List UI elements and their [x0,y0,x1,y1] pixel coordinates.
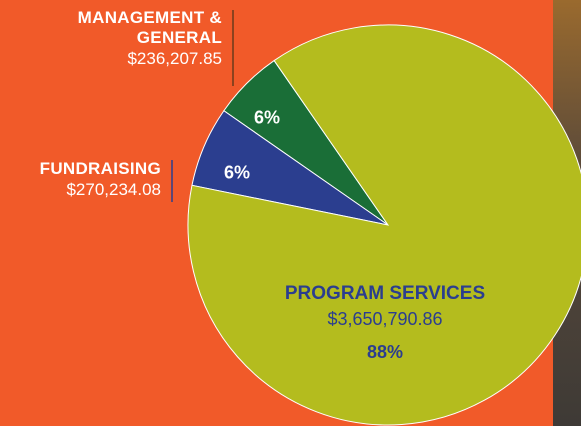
percent-label: 88% [366,342,404,362]
category-label: PROGRAM SERVICES [284,283,486,304]
label-group: FUNDRAISING $270,234.08 [0,159,161,201]
percent-label: 6% [253,107,281,128]
pie-slice [187,24,581,426]
category-label: MANAGEMENT & GENERAL [77,8,222,47]
percent-label: 6% [223,162,251,183]
category-label: FUNDRAISING [39,159,161,178]
amount-label: $236,207.85 [127,49,222,68]
label-group: PROGRAM SERVICES $3,650,790.86 88% [285,282,485,364]
label-group: MANAGEMENT & GENERAL $236,207.85 [72,8,222,70]
amount-label: $270,234.08 [66,180,161,199]
pie [187,24,581,426]
amount-label: $3,650,790.86 [327,309,443,329]
